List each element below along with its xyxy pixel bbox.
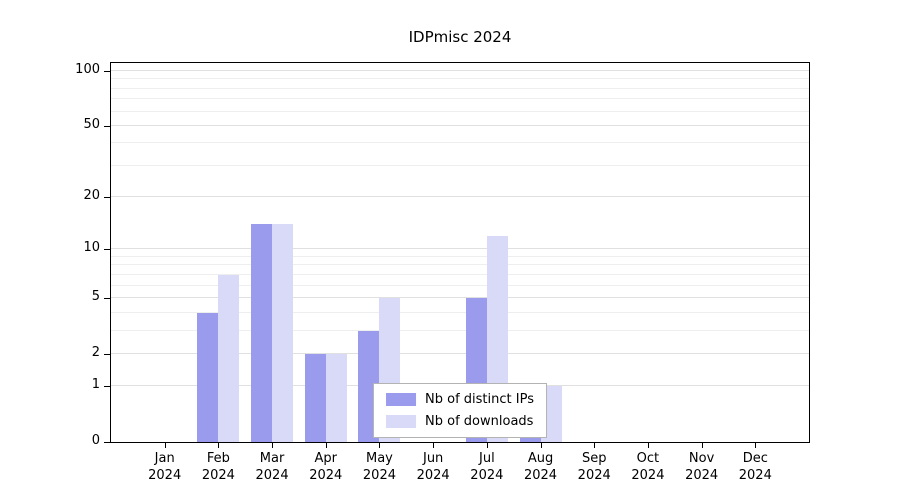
y-tick-label: 20 xyxy=(83,188,100,204)
x-tick-label: Jul 2024 xyxy=(470,451,504,483)
x-tick-label: Mar 2024 xyxy=(255,451,289,483)
legend: Nb of distinct IPs Nb of downloads xyxy=(373,383,547,438)
minor-gridline xyxy=(111,311,809,313)
y-tick-label: 10 xyxy=(83,240,100,256)
minor-gridline xyxy=(111,164,809,166)
bar-distinct-ips-mar xyxy=(251,224,273,442)
minor-gridline xyxy=(111,284,809,286)
legend-item-distinct-ips: Nb of distinct IPs xyxy=(386,392,534,407)
x-tick-mark xyxy=(218,443,220,448)
minor-gridline xyxy=(111,98,809,100)
minor-gridline xyxy=(111,255,809,257)
minor-gridline xyxy=(111,273,809,275)
y-tick-mark xyxy=(104,442,110,443)
y-tick-mark xyxy=(104,125,110,127)
x-tick-label: Sep 2024 xyxy=(577,451,611,483)
legend-label-distinct-ips: Nb of distinct IPs xyxy=(425,392,534,407)
x-tick-label: Oct 2024 xyxy=(631,451,665,483)
x-tick-mark xyxy=(540,443,542,448)
x-tick-mark xyxy=(755,443,757,448)
plot-area: Nb of distinct IPs Nb of downloads xyxy=(110,62,810,443)
major-gridline xyxy=(111,248,809,250)
minor-gridline xyxy=(111,329,809,331)
bar-distinct-ips-apr xyxy=(304,353,326,442)
minor-gridline xyxy=(111,110,809,112)
bar-distinct-ips-feb xyxy=(197,312,219,442)
major-gridline xyxy=(111,352,809,354)
x-tick-label: Feb 2024 xyxy=(201,451,235,483)
x-tick-mark xyxy=(486,443,488,448)
x-tick-label: Apr 2024 xyxy=(309,451,343,483)
major-gridline xyxy=(111,196,809,198)
y-tick-label: 2 xyxy=(91,344,100,360)
x-tick-mark xyxy=(379,443,381,448)
chart-title: IDPmisc 2024 xyxy=(408,28,512,46)
x-tick-mark xyxy=(701,443,703,448)
bar-downloads-apr xyxy=(325,353,347,442)
legend-label-downloads: Nb of downloads xyxy=(425,414,534,429)
major-gridline xyxy=(111,70,809,71)
minor-gridline xyxy=(111,142,809,144)
bar-downloads-mar xyxy=(272,224,294,442)
x-tick-mark xyxy=(594,443,596,448)
major-gridline xyxy=(111,296,809,298)
x-tick-label: Nov 2024 xyxy=(685,451,719,483)
y-tick-mark xyxy=(104,249,110,251)
x-tick-mark xyxy=(325,443,327,448)
x-tick-label: Dec 2024 xyxy=(738,451,772,483)
x-tick-label: Jan 2024 xyxy=(148,451,182,483)
x-tick-mark xyxy=(647,443,649,448)
y-tick-mark xyxy=(104,297,110,299)
y-tick-label: 100 xyxy=(75,62,100,77)
legend-swatch-distinct-ips xyxy=(386,393,417,406)
y-tick-label: 5 xyxy=(91,288,100,304)
bar-downloads-feb xyxy=(218,274,240,442)
x-tick-mark xyxy=(164,443,166,448)
x-tick-label: May 2024 xyxy=(362,451,396,483)
y-tick-label: 1 xyxy=(91,377,100,393)
x-tick-label: Aug 2024 xyxy=(523,451,558,483)
legend-item-downloads: Nb of downloads xyxy=(386,414,534,429)
major-gridline xyxy=(111,124,809,126)
y-tick-mark xyxy=(104,386,110,388)
y-tick-mark xyxy=(104,197,110,199)
legend-swatch-downloads xyxy=(386,415,417,428)
x-tick-mark xyxy=(433,443,435,448)
minor-gridline xyxy=(111,264,809,266)
y-tick-label: 50 xyxy=(83,116,100,132)
y-tick-mark xyxy=(104,71,110,72)
x-tick-mark xyxy=(272,443,274,448)
minor-gridline xyxy=(111,78,809,80)
minor-gridline xyxy=(111,87,809,89)
x-tick-label: Jun 2024 xyxy=(416,451,450,483)
y-tick-mark xyxy=(104,353,110,355)
y-tick-label: 0 xyxy=(91,433,100,448)
